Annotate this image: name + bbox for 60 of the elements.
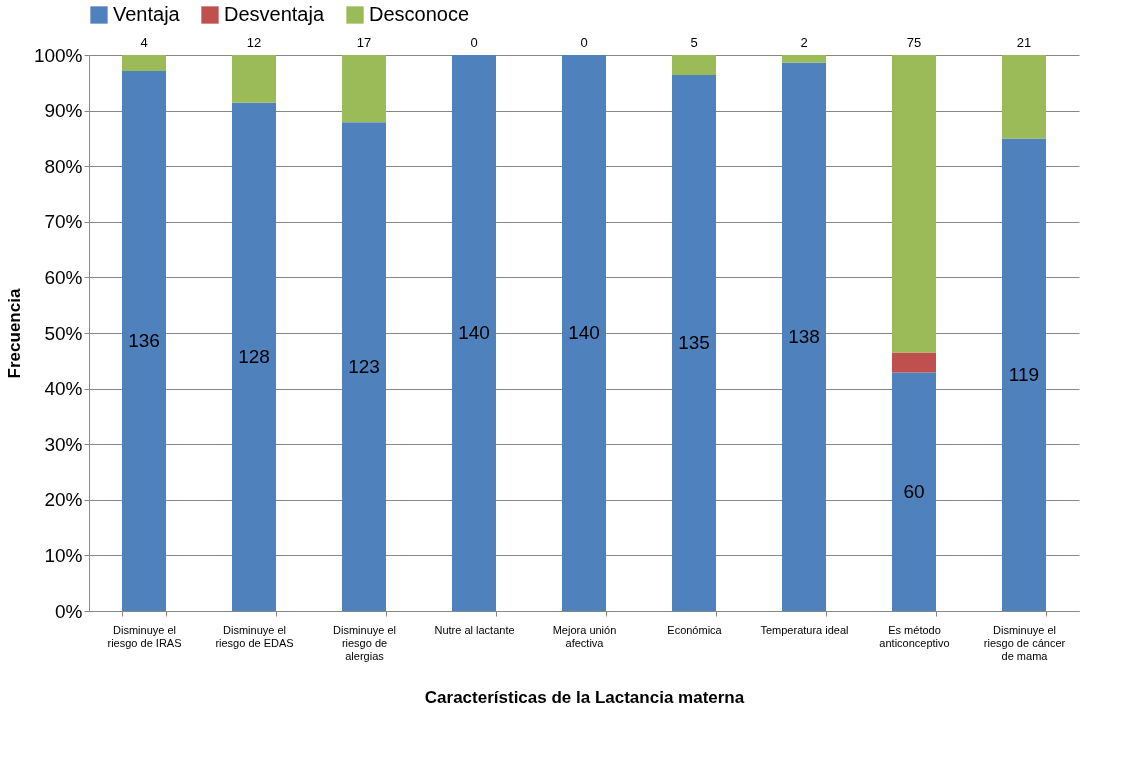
annotation: 60	[903, 480, 925, 502]
y-tick-label: 40%	[44, 378, 83, 400]
y-tick-label: 0%	[55, 600, 83, 622]
bar	[672, 75, 716, 611]
y-tick-label: 30%	[44, 433, 83, 455]
annotation: 119	[1008, 363, 1040, 385]
annotation: 2	[800, 35, 808, 50]
annotation: 4	[140, 35, 148, 50]
legend-label: Desconoce	[369, 3, 470, 25]
bar	[782, 55, 826, 63]
x-tick-label: Disminuye el riesgo de EDAS	[215, 623, 294, 649]
annotation: 136	[128, 330, 160, 352]
bar	[892, 55, 936, 353]
y-tick-label: 90%	[44, 100, 83, 122]
x-tick-label: Temperatura ideal	[760, 623, 849, 636]
bar	[782, 62, 826, 611]
annotation: 138	[788, 325, 820, 347]
annotation: 140	[458, 322, 490, 343]
bar	[1002, 55, 1046, 139]
legend-label: Ventaja	[113, 3, 181, 25]
annotation: 0	[580, 35, 588, 50]
annotation: 75	[906, 35, 922, 50]
legend-label: Desventaja	[224, 3, 325, 25]
y-tick-label: 50%	[44, 322, 83, 344]
x-tick-label: Económica	[667, 623, 723, 636]
bar	[342, 55, 386, 123]
bar	[672, 55, 716, 76]
bar	[452, 55, 496, 611]
annotation: 140	[568, 322, 600, 343]
annotation: 17	[356, 35, 372, 50]
x-tick-label: Mejora unión afectiva	[552, 623, 617, 649]
y-tick-label: 100%	[33, 44, 83, 66]
y-tick-label: 60%	[44, 266, 83, 288]
y-axis-title: Frecuencia	[4, 288, 24, 379]
x-axis-title: Características de la Lactancia materna	[424, 687, 745, 707]
annotation: 12	[246, 35, 262, 50]
annotation: 0	[470, 35, 478, 50]
bar	[122, 71, 166, 611]
x-tick-label: Disminuye el riesgo de IRAS	[107, 623, 182, 649]
y-tick-label: 20%	[44, 489, 83, 511]
annotation: 21	[1016, 35, 1032, 50]
x-tick-label: Nutre al lactante	[434, 623, 515, 636]
bar	[342, 122, 386, 611]
y-tick-label: 70%	[44, 211, 83, 233]
annotation: 128	[238, 345, 270, 367]
bar	[232, 102, 276, 611]
y-tick-label: 10%	[44, 544, 83, 566]
bar	[892, 352, 936, 373]
x-tick-label: Disminuye el riesgo de alergias	[333, 623, 396, 662]
annotation: 5	[690, 35, 698, 50]
bar	[562, 55, 606, 611]
bar	[122, 55, 166, 72]
bar	[1002, 138, 1046, 611]
bar	[232, 55, 276, 103]
annotation: 123	[348, 355, 380, 377]
bar	[892, 372, 936, 611]
annotation: 135	[678, 332, 710, 354]
y-tick-label: 80%	[44, 155, 83, 177]
x-tick-label: Es método anticonceptivo	[879, 623, 950, 649]
x-tick-label: Disminuye el riesgo de cáncer de mama	[983, 623, 1066, 662]
